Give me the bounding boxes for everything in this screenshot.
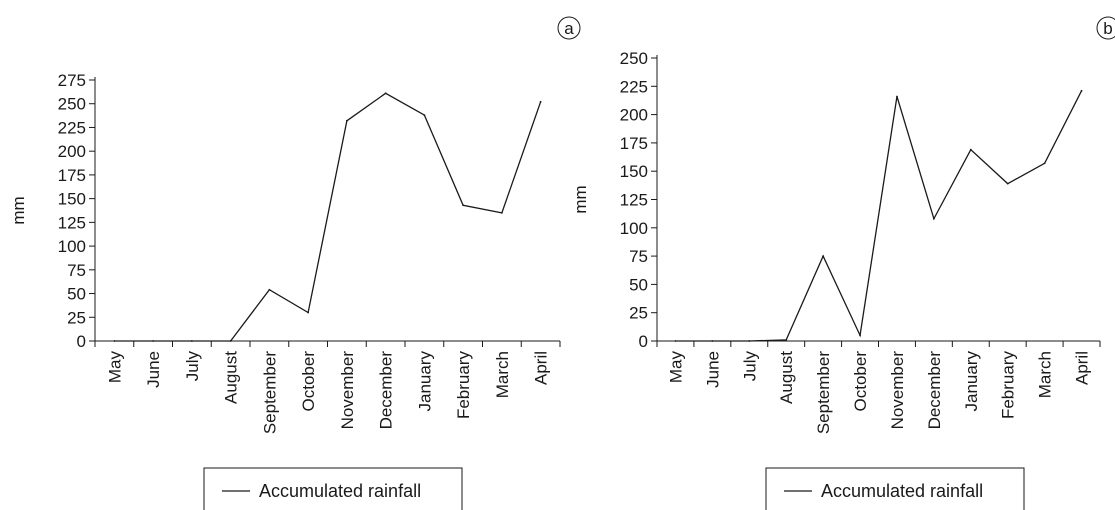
x-tick-label: July [740, 351, 759, 382]
y-tick-label: 25 [67, 308, 86, 327]
data-point [152, 340, 155, 342]
data-point [500, 211, 503, 214]
x-tick-label: July [183, 351, 202, 382]
x-tick-label: October [299, 351, 318, 412]
data-point [229, 340, 232, 342]
legend-box [765, 467, 1025, 510]
x-tick-label: January [415, 351, 434, 412]
data-point [539, 100, 542, 103]
x-tick-label: April [1073, 351, 1092, 385]
data-point [190, 340, 193, 342]
chart-panel-b: 0 25 50 75 100 125 150 175 200 225 250 May June July A… [571, 16, 1115, 510]
data-point [748, 340, 751, 342]
data-point [822, 255, 825, 257]
chart-panel-a: 0 25 50 75 100 125 150 175 200 225 250 275 May June Ju… [9, 16, 581, 510]
y-tick-label: 200 [620, 106, 648, 125]
y-tick-label: 250 [58, 95, 86, 114]
series-line-accumulated-rainfall [675, 90, 1083, 342]
data-point [345, 119, 348, 122]
data-point [423, 114, 426, 117]
data-point [969, 148, 972, 151]
x-tick-label: June [703, 351, 722, 388]
x-tick-label: September [260, 351, 279, 434]
data-point [307, 311, 310, 314]
data-point [1043, 162, 1046, 165]
y-tick-label: 125 [58, 213, 86, 232]
panel-badge-circle [557, 16, 581, 40]
y-tick-label: 0 [77, 332, 86, 351]
data-point [859, 334, 861, 337]
y-tick-label: 150 [620, 162, 648, 181]
data-point [1080, 89, 1083, 92]
x-tick-label: March [1036, 351, 1055, 398]
panel-badge-circle [1096, 16, 1115, 40]
series-line-accumulated-rainfall [114, 92, 542, 342]
x-tick-label: September [814, 351, 833, 434]
y-axis-title: mm [9, 196, 28, 224]
data-point [384, 92, 387, 95]
panel-badge-label: a [564, 19, 574, 38]
legend-box [203, 467, 463, 510]
y-tick-label: 25 [629, 304, 648, 323]
x-tick-label: October [851, 351, 870, 412]
y-tick-label: 50 [67, 285, 86, 304]
y-tick-label: 0 [639, 332, 648, 351]
x-tick-label: March [493, 351, 512, 398]
y-axis-title: mm [571, 185, 590, 213]
y-tick-label: 150 [58, 190, 86, 209]
y-tick-label: 100 [620, 219, 648, 238]
y-tick-label: 200 [58, 142, 86, 161]
y-tick-label: 250 [620, 49, 648, 68]
data-point [896, 95, 898, 98]
x-tick-label: February [999, 351, 1018, 420]
y-tick-label: 225 [58, 118, 86, 137]
legend-label: Accumulated rainfall [821, 481, 983, 501]
y-tick-label: 225 [620, 77, 648, 96]
y-tick-label: 175 [620, 134, 648, 153]
x-tick-label: May [105, 351, 124, 384]
x-tick-label: February [454, 351, 473, 420]
y-tick-label: 125 [620, 191, 648, 210]
y-tick-label: 175 [58, 166, 86, 185]
data-point [711, 340, 714, 342]
legend-label: Accumulated rainfall [259, 481, 421, 501]
data-point [113, 340, 116, 342]
data-point [932, 217, 935, 220]
x-tick-label: August [777, 351, 796, 404]
data-point [462, 204, 465, 207]
y-tick-label: 75 [629, 247, 648, 266]
x-tick-label: May [666, 351, 685, 384]
y-tick-label: 275 [58, 71, 86, 90]
x-tick-label: April [532, 351, 551, 385]
x-tick-label: June [144, 351, 163, 388]
x-tick-label: November [338, 351, 357, 430]
data-point [1006, 182, 1009, 185]
data-point [674, 340, 677, 342]
x-tick-label: January [962, 351, 981, 412]
y-tick-label: 50 [629, 275, 648, 294]
y-tick-label: 75 [67, 261, 86, 280]
y-tick-label: 100 [58, 237, 86, 256]
x-tick-label: November [888, 351, 907, 430]
data-point [785, 338, 788, 341]
panel-badge-label: b [1103, 19, 1112, 38]
x-tick-label: December [925, 351, 944, 430]
x-tick-label: December [377, 351, 396, 430]
x-tick-label: August [222, 351, 241, 404]
data-point [268, 288, 271, 291]
